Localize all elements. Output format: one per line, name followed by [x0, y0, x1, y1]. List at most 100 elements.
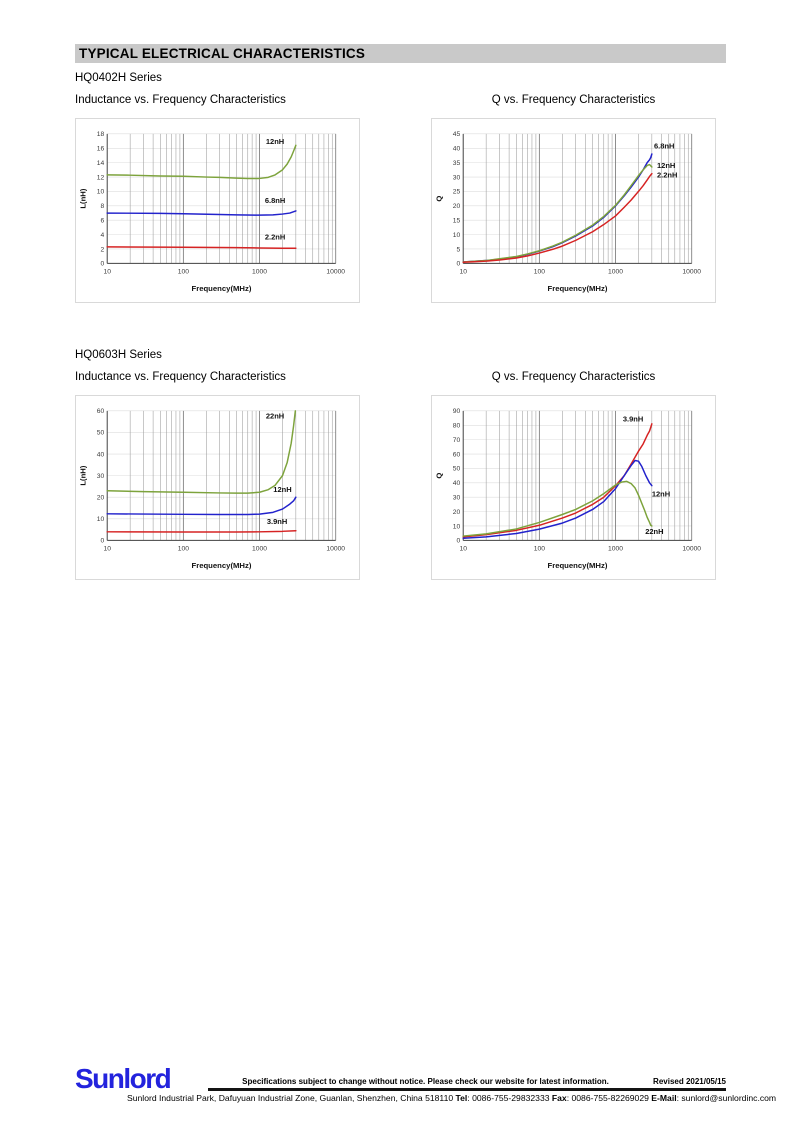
section-hq0603h: HQ0603H Series Inductance vs. Frequency …: [75, 349, 726, 580]
svg-text:10: 10: [103, 545, 111, 552]
svg-text:10000: 10000: [326, 545, 345, 552]
fax-label: Fax: [551, 1093, 567, 1103]
svg-text:10000: 10000: [682, 268, 701, 275]
svg-text:10: 10: [459, 268, 467, 275]
series-name-hq0603h: HQ0603H Series: [75, 349, 162, 361]
svg-text:1000: 1000: [608, 545, 623, 552]
svg-text:16: 16: [97, 146, 105, 153]
svg-text:18: 18: [97, 131, 105, 138]
series-curve-12nH: [106, 496, 297, 516]
titles-spacer: [360, 371, 431, 383]
svg-text:8: 8: [100, 203, 104, 210]
svg-text:0: 0: [456, 261, 460, 268]
series-curve-2.2nH: [462, 172, 653, 263]
page-title: TYPICAL ELECTRICAL CHARACTERISTICS: [79, 46, 366, 61]
spec-line: Specifications subject to change without…: [208, 1077, 726, 1086]
svg-text:1000: 1000: [252, 545, 267, 552]
svg-text:40: 40: [453, 146, 461, 153]
chart-titles-row: Inductance vs. Frequency Characteristics…: [75, 371, 726, 383]
svg-text:10: 10: [103, 268, 111, 275]
y-axis-title: L(nH): [78, 188, 87, 209]
page-footer: Sunlord Specifications subject to change…: [75, 1062, 776, 1103]
chart-title-inductance-hq0603h: Inductance vs. Frequency Characteristics: [75, 371, 286, 383]
curve-label-22nH: 22nH: [266, 411, 284, 420]
x-axis-title: Frequency(MHz): [547, 284, 607, 293]
svg-text:70: 70: [453, 437, 461, 444]
y-axis-title: Q: [434, 473, 443, 479]
email-label: E-Mail: [651, 1093, 677, 1103]
y-axis-title: L(nH): [78, 465, 87, 486]
svg-text:80: 80: [453, 423, 461, 430]
svg-text:40: 40: [97, 451, 105, 458]
svg-text:10: 10: [97, 189, 105, 196]
svg-text:10: 10: [97, 516, 105, 523]
page-content: TYPICAL ELECTRICAL CHARACTERISTICS HQ040…: [75, 44, 726, 580]
svg-text:25: 25: [453, 189, 461, 196]
sunlord-logo: Sunlord: [75, 1062, 172, 1094]
series-curve-22nH: [106, 410, 297, 494]
svg-text:35: 35: [453, 160, 461, 167]
svg-text:100: 100: [178, 545, 189, 552]
hq0603h-l-vs-f-chart: 0 10 20 30 40 50 60 10 100 1000 10000 Frequency(MHz…: [75, 395, 360, 580]
address-text: Sunlord Industrial Park, Dafuyuan Indust…: [127, 1093, 456, 1103]
svg-text:100: 100: [534, 268, 545, 275]
footer-rule: [208, 1088, 726, 1091]
svg-text:10: 10: [459, 545, 467, 552]
chart-title-inductance-hq0402h: Inductance vs. Frequency Characteristics: [75, 94, 286, 106]
x-axis-title: Frequency(MHz): [191, 561, 251, 570]
svg-text:1000: 1000: [252, 268, 267, 275]
svg-text:50: 50: [97, 430, 105, 437]
x-axis-title: Frequency(MHz): [547, 561, 607, 570]
curve-label-2.2nH: 2.2nH: [657, 171, 677, 180]
svg-text:90: 90: [453, 408, 461, 415]
revised-date: Revised 2021/05/15: [653, 1077, 726, 1086]
curve-label-3.9nH: 3.9nH: [267, 517, 287, 526]
series-curve-12nH: [462, 163, 653, 263]
svg-text:30: 30: [453, 494, 461, 501]
titles-spacer: [360, 94, 431, 106]
spec-block: Specifications subject to change without…: [208, 1077, 726, 1091]
curve-label-12nH: 12nH: [652, 490, 670, 499]
series-curve-22nH: [462, 480, 653, 537]
svg-text:10000: 10000: [326, 268, 345, 275]
curve-label-2.2nH: 2.2nH: [265, 233, 285, 242]
series-curve-6.8nH: [106, 210, 297, 216]
svg-text:6: 6: [100, 217, 104, 224]
fax-value: : 0086-755-82269029: [566, 1093, 652, 1103]
series-name-hq0402h: HQ0402H Series: [75, 72, 162, 84]
email-value: : sunlord@sunlordinc.com: [676, 1093, 777, 1103]
y-axis-title: Q: [434, 196, 443, 202]
company-address: Sunlord Industrial Park, Dafuyuan Indust…: [75, 1093, 776, 1103]
svg-text:10: 10: [453, 232, 461, 239]
chart-canvas: 0 5 10 15 20 25 30 35 40 45 10 100 1000 10000 Frequenc…: [434, 131, 701, 293]
curve-label-12nH: 12nH: [657, 161, 675, 170]
hq0402h-q-vs-f-chart: 0 5 10 15 20 25 30 35 40 45 10 100 1000 10000 Frequenc…: [431, 118, 716, 303]
svg-text:12: 12: [97, 174, 105, 181]
x-axis-title: Frequency(MHz): [191, 284, 251, 293]
svg-text:20: 20: [97, 494, 105, 501]
svg-text:100: 100: [534, 545, 545, 552]
curve-label-12nH: 12nH: [266, 137, 284, 146]
svg-text:0: 0: [100, 538, 104, 545]
svg-text:1000: 1000: [608, 268, 623, 275]
svg-text:14: 14: [97, 160, 105, 167]
tel-label: Tel: [455, 1093, 468, 1103]
svg-text:50: 50: [453, 466, 461, 473]
series-curve-12nH: [462, 459, 653, 539]
spec-notice: Specifications subject to change without…: [242, 1077, 609, 1086]
series-curve-3.9nH: [462, 423, 653, 538]
svg-text:60: 60: [453, 451, 461, 458]
svg-text:100: 100: [178, 268, 189, 275]
charts-row-hq0402h: 0 2 4 6 8 10 12 14 16 18 10 100 1000 10000 Frequency(M…: [75, 118, 726, 303]
svg-text:0: 0: [100, 261, 104, 268]
svg-text:30: 30: [97, 473, 105, 480]
svg-text:15: 15: [453, 217, 461, 224]
svg-text:2: 2: [100, 246, 104, 253]
svg-text:20: 20: [453, 203, 461, 210]
hq0402h-l-vs-f-chart: 0 2 4 6 8 10 12 14 16 18 10 100 1000 10000 Frequency(M…: [75, 118, 360, 303]
svg-text:30: 30: [453, 174, 461, 181]
hq0603h-q-vs-f-chart: 0 10 20 30 40 50 60 70 80 90 10 100 1000 10000 Frequen…: [431, 395, 716, 580]
